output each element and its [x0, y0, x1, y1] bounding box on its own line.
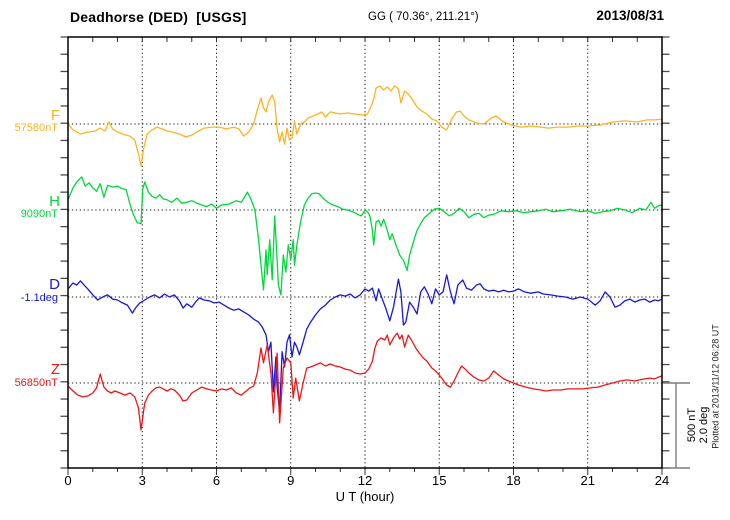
series-d-line	[67, 274, 663, 413]
x-tick-label-12: 12	[357, 473, 373, 488]
page-title: Deadhorse (DED) [USGS]	[70, 9, 247, 25]
channel-label-f: F	[50, 107, 60, 124]
plotted-timestamp-note: Plotted at 2013/11/12 06:28 UT	[710, 324, 721, 449]
scale-bar-deg-label: 2.0 deg	[697, 406, 710, 444]
channel-baseline-d: -1.1deg	[20, 292, 58, 304]
x-tick-label-15: 15	[432, 473, 447, 488]
x-tick-label-3: 3	[138, 473, 146, 488]
x-tick-label-24: 24	[654, 473, 670, 488]
scale-bar-nt-label: 500 nT	[686, 407, 698, 443]
x-tick-label-9: 9	[287, 473, 295, 488]
x-tick-label-21: 21	[580, 473, 595, 488]
x-tick-label-6: 6	[212, 473, 221, 488]
channel-baseline-f: 57580nT	[14, 122, 58, 134]
channel-label-d: D	[49, 276, 60, 293]
channel-baseline-z: 56850nT	[14, 377, 58, 389]
series-z-line	[67, 332, 663, 431]
x-axis-title: U T (hour)	[335, 489, 395, 504]
plot-frame	[67, 36, 663, 469]
plot-date: 2013/08/31	[596, 8, 664, 23]
series-f-line	[67, 85, 663, 167]
series-h-line	[67, 176, 663, 296]
scale-bar-labels: 500 nT 2.0 deg	[686, 365, 711, 485]
x-tick-label-0: 0	[64, 473, 72, 488]
channel-label-h: H	[49, 193, 60, 210]
channel-baseline-h: 9090nT	[20, 208, 58, 220]
channel-label-z: Z	[50, 361, 60, 378]
x-tick-label-18: 18	[506, 473, 521, 488]
geographic-coordinates: GG ( 70.36°, 211.21°)	[368, 11, 479, 23]
